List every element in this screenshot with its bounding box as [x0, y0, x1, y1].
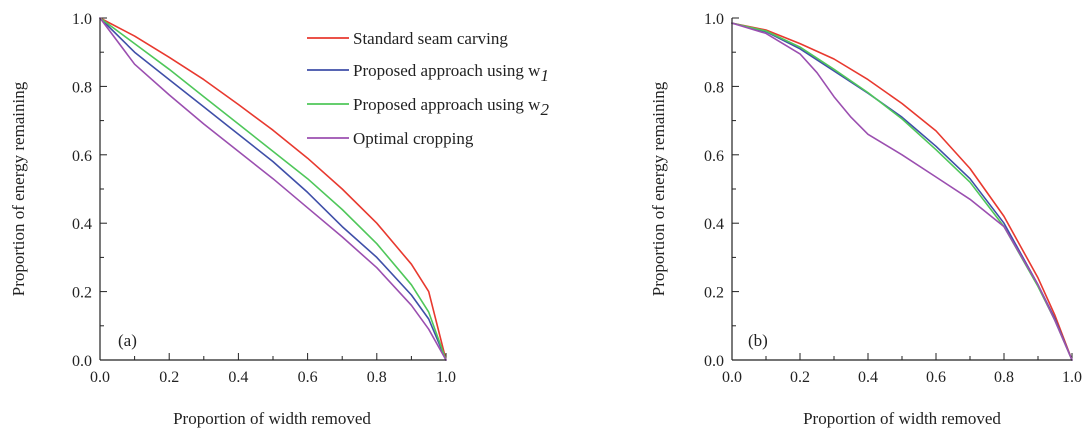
y-tick-label-a-4: 0.8: [72, 79, 92, 96]
x-tick-label-a-4: 0.8: [367, 369, 387, 386]
series-line-a-proposed-approach-using-w2: [99, 17, 447, 361]
y-tick-label-a-2: 0.4: [72, 216, 92, 233]
y-tick-label-a-3: 0.6: [72, 148, 92, 165]
x-tick-label-b-2: 0.4: [858, 369, 878, 386]
chart-panel-b: Proportion of energy remaining Proportio…: [649, 11, 1082, 428]
x-tick-label-b-3: 0.6: [926, 369, 946, 386]
x-tick-label-a-0: 0.0: [90, 369, 110, 386]
panel-label-a: (a): [118, 331, 137, 350]
ticks-a: 0.0 0.2 0.4 0.6 0.8 1.0 0.0 0.2 0.4 0.6 0.8 1.0: [72, 11, 456, 386]
y-axis-label-a: Proportion of energy remaining: [9, 81, 28, 296]
y-tick-label-b-5: 1.0: [704, 11, 724, 28]
x-tick-label-b-5: 1.0: [1062, 369, 1082, 386]
y-tick-label-a-1: 0.2: [72, 285, 92, 302]
series-layer-b: [731, 22, 1073, 361]
x-tick-label-a-5: 1.0: [436, 369, 456, 386]
panel-label-b: (b): [748, 331, 768, 350]
y-tick-label-a-0: 0.0: [72, 353, 92, 370]
legend-label-optimal-cropping: Optimal cropping: [353, 129, 474, 148]
legend-label-proposed-w2-text: Proposed approach using w: [353, 95, 541, 114]
legend: Standard seam carving Proposed approach …: [307, 29, 549, 148]
legend-item-proposed-w2: Proposed approach using w2: [307, 95, 549, 119]
legend-item-optimal-cropping: Optimal cropping: [307, 129, 474, 148]
legend-item-proposed-w1: Proposed approach using w1: [307, 61, 549, 85]
y-tick-label-b-3: 0.6: [704, 148, 724, 165]
legend-label-proposed-w2: Proposed approach using w2: [353, 95, 549, 119]
legend-label-proposed-w1-text: Proposed approach using w: [353, 61, 541, 80]
ticks-b: 0.0 0.2 0.4 0.6 0.8 1.0 0.0 0.2 0.4 0.6 0.8 1.0: [704, 11, 1082, 386]
y-tick-label-a-5: 1.0: [72, 11, 92, 28]
x-axis-label-a: Proportion of width removed: [173, 409, 371, 428]
series-line-a-standard-seam-carving: [99, 17, 447, 361]
legend-label-proposed-w2-subscript: 2: [540, 100, 549, 119]
x-tick-label-b-4: 0.8: [994, 369, 1014, 386]
series-line-b-proposed-approach-using-w2: [731, 22, 1073, 361]
legend-label-proposed-w1-subscript: 1: [540, 66, 549, 85]
x-tick-label-a-2: 0.4: [228, 369, 248, 386]
y-tick-label-b-0: 0.0: [704, 353, 724, 370]
y-tick-label-b-2: 0.4: [704, 216, 724, 233]
x-tick-label-a-1: 0.2: [159, 369, 179, 386]
x-tick-label-b-1: 0.2: [790, 369, 810, 386]
legend-label-proposed-w1: Proposed approach using w1: [353, 61, 549, 85]
series-line-a-proposed-approach-using-w1: [99, 17, 447, 361]
x-tick-label-a-3: 0.6: [298, 369, 318, 386]
legend-label-standard-seam-carving: Standard seam carving: [353, 29, 508, 48]
x-tick-label-b-0: 0.0: [722, 369, 742, 386]
chart-panel-a: Proportion of energy remaining Proportio…: [9, 11, 549, 428]
series-layer-a: [99, 17, 447, 361]
y-axis-label-b: Proportion of energy remaining: [649, 81, 668, 296]
series-line-a-optimal-cropping: [99, 17, 447, 361]
series-line-b-proposed-approach-using-w1: [731, 22, 1073, 361]
legend-item-standard-seam-carving: Standard seam carving: [307, 29, 508, 48]
series-line-b-standard-seam-carving: [731, 22, 1073, 361]
x-axis-label-b: Proportion of width removed: [803, 409, 1001, 428]
y-tick-label-b-4: 0.8: [704, 79, 724, 96]
series-line-b-optimal-cropping: [731, 22, 1073, 361]
y-tick-label-b-1: 0.2: [704, 285, 724, 302]
